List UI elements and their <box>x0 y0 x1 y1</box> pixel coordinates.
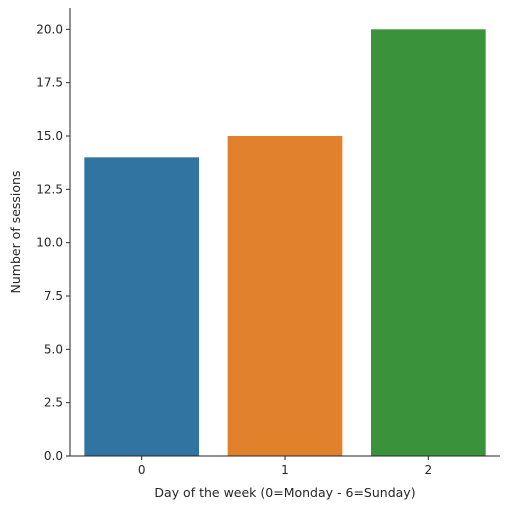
bar-0 <box>84 157 199 456</box>
y-axis-label: Number of sessions <box>8 171 23 294</box>
x-tick-label: 0 <box>138 463 146 477</box>
y-tick-label: 2.5 <box>44 396 63 410</box>
y-tick-label: 7.5 <box>44 289 63 303</box>
y-tick-label: 17.5 <box>36 76 63 90</box>
x-tick-label: 2 <box>425 463 433 477</box>
y-tick-label: 20.0 <box>36 22 63 36</box>
x-axis-label: Day of the week (0=Monday - 6=Sunday) <box>154 485 415 500</box>
y-tick-label: 5.0 <box>44 342 63 356</box>
y-tick-label: 12.5 <box>36 182 63 196</box>
bars-group <box>84 29 485 456</box>
y-axis-ticks: 0.0 2.5 5.0 7.5 10.0 12.5 15.0 17.5 20.0 <box>36 22 70 463</box>
bar-2 <box>371 29 486 456</box>
bar-1 <box>228 136 343 456</box>
x-axis-ticks: 0 1 2 <box>138 456 432 477</box>
y-tick-label: 15.0 <box>36 129 63 143</box>
y-tick-label: 0.0 <box>44 449 63 463</box>
y-tick-label: 10.0 <box>36 236 63 250</box>
x-tick-label: 1 <box>281 463 289 477</box>
